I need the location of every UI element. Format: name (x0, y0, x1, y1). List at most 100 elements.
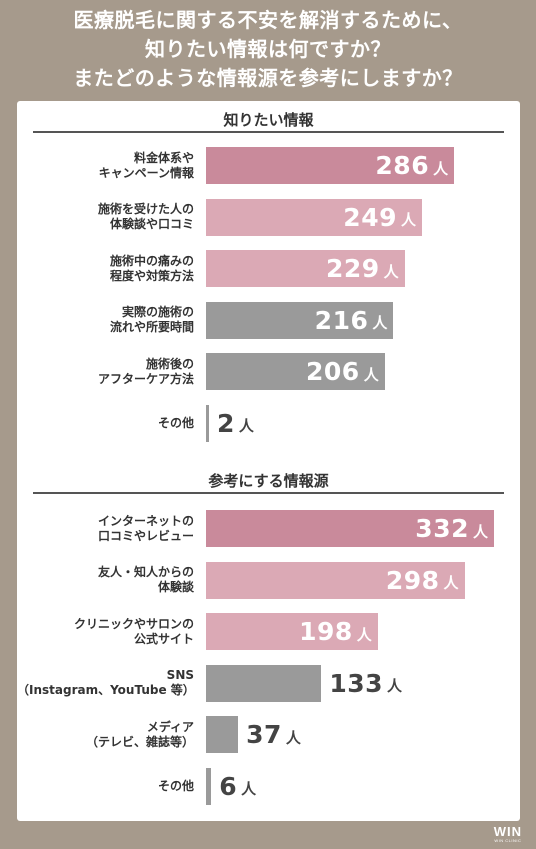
value-unit: 人 (363, 365, 379, 384)
bar (206, 250, 405, 287)
category-label: その他 (17, 768, 194, 805)
brand-logo: WIN WIN CLINIC (494, 825, 522, 843)
chart-card: 知りたい情報 料金体系や キャンペーン情報 286 人施術を受けた人の 体験談や口コミ 24… (17, 101, 520, 821)
bar-row: 施術を受けた人の 体験談や口コミ 249 人 (17, 198, 520, 236)
category-label-line: 施術中の痛みの (109, 253, 194, 268)
bar (206, 664, 322, 702)
bar-row: 料金体系や キャンペーン情報 286 人 (17, 147, 520, 184)
value-number: 206 (306, 357, 360, 386)
value-number: 2 (217, 408, 235, 438)
bar-row: 施術後の アフターケア方法 206 人 (17, 353, 520, 390)
category-label: SNS （Instagram、YouTube 等） (17, 665, 195, 702)
category-label-line: 体験談 (157, 580, 194, 594)
category-label-line: メディア (146, 719, 194, 734)
value-label: 249 人 (343, 199, 416, 236)
value-label: 37 人 (246, 716, 301, 753)
value-number: 286 (375, 151, 430, 180)
bar (206, 198, 422, 236)
category-label: 友人・知人からの 体験談 (17, 562, 194, 599)
bar-row: 施術中の痛みの 程度や対策方法 229 人 (17, 250, 520, 287)
bar (206, 613, 378, 650)
logo-subtext: WIN CLINIC (494, 838, 522, 843)
bar (206, 510, 494, 547)
category-label-line: 流れや所要時間 (109, 320, 194, 334)
bar (206, 353, 385, 390)
category-label-line: アフターケア方法 (97, 371, 194, 386)
category-label-line: キャンペーン情報 (98, 165, 194, 180)
category-label-line: その他 (157, 778, 194, 793)
value-unit: 人 (241, 780, 257, 798)
value-unit: 人 (372, 314, 388, 332)
section-title: 知りたい情報 (223, 111, 314, 129)
header: 医療脱毛に関する不安を解消するために、 知りたい情報は何ですか？ またどのような… (0, 0, 536, 100)
bar-row: メディア （テレビ、雑誌等） 37 人 (17, 716, 520, 753)
category-label-line: 体験談や口コミ (109, 217, 194, 231)
category-label-line: インターネットの (97, 513, 194, 528)
value-number: 133 (329, 668, 384, 698)
section-divider (33, 492, 504, 494)
bar-row: その他 2 人 (17, 404, 520, 442)
section-divider (33, 131, 504, 133)
value-unit: 人 (433, 159, 449, 178)
value-label: 298 人 (386, 562, 459, 599)
value-unit: 人 (356, 625, 372, 644)
value-label: 286 人 (375, 147, 448, 184)
category-label: 施術中の痛みの 程度や対策方法 (17, 250, 194, 287)
value-number: 6 (219, 771, 238, 801)
category-label: 実際の施術の 流れや所要時間 (17, 302, 194, 339)
value-number: 332 (415, 514, 469, 543)
category-label-line: その他 (157, 415, 194, 430)
category-label: その他 (17, 405, 194, 442)
bar-row: 実際の施術の 流れや所要時間 216 人 (17, 301, 520, 339)
value-number: 298 (385, 565, 440, 595)
value-label: 216 人 (315, 302, 388, 339)
category-label: 料金体系や キャンペーン情報 (17, 147, 194, 184)
value-label: 206 人 (306, 353, 379, 390)
category-label: 施術を受けた人の 体験談や口コミ (17, 199, 194, 236)
value-unit: 人 (443, 574, 459, 592)
value-label: 198 人 (299, 613, 372, 650)
value-label: 332 人 (415, 510, 488, 547)
logo-text: WIN (493, 824, 522, 839)
value-unit: 人 (472, 522, 488, 541)
bar-row: 友人・知人からの 体験談 298 人 (17, 561, 520, 599)
value-number: 216 (314, 305, 369, 335)
value-unit: 人 (400, 211, 416, 229)
category-label-line: 口コミやレビュー (97, 528, 194, 543)
value-number: 249 (343, 202, 397, 232)
bar-row: クリニックやサロンの 公式サイト 198 人 (17, 613, 520, 650)
category-label-line: 友人・知人からの (97, 565, 194, 579)
header-line-3: またどのような情報源を参考にしますか？ (73, 66, 463, 90)
header-line-2: 知りたい情報は何ですか？ (145, 37, 391, 61)
header-line-1: 医療脱毛に関する不安を解消するために、 (73, 8, 463, 32)
value-label: 229 人 (326, 250, 399, 287)
bar (206, 147, 455, 184)
category-label-line: クリニックやサロンの (73, 616, 194, 631)
category-label-line: 料金体系や (133, 150, 194, 165)
value-unit: 人 (383, 262, 399, 281)
value-unit: 人 (238, 417, 254, 435)
category-label-line: （Instagram、YouTube 等） (17, 683, 195, 697)
category-label-line: 施術後の (145, 356, 194, 371)
category-label-line: 施術を受けた人の (97, 202, 194, 216)
section-title: 参考にする情報源 (208, 472, 329, 490)
bar-row: その他 6 人 (17, 767, 520, 805)
category-label: インターネットの 口コミやレビュー (17, 510, 194, 547)
category-label: 施術後の アフターケア方法 (17, 353, 194, 390)
category-label-line: 実際の施術の (121, 305, 194, 319)
value-number: 37 (246, 720, 282, 749)
bar-row: SNS （Instagram、YouTube 等） 133 人 (17, 664, 520, 702)
category-label-line: （テレビ、雑誌等） (85, 734, 194, 749)
category-label-line: SNS (166, 668, 194, 682)
bar-row: インターネットの 口コミやレビュー 332 人 (17, 510, 520, 547)
category-label-line: 程度や対策方法 (109, 268, 194, 283)
bar (206, 716, 239, 753)
category-label: クリニックやサロンの 公式サイト (17, 613, 194, 650)
value-number: 229 (325, 254, 380, 283)
bar (206, 767, 212, 805)
value-unit: 人 (285, 728, 301, 747)
bar (206, 301, 394, 339)
category-label: メディア （テレビ、雑誌等） (17, 716, 194, 753)
value-unit: 人 (387, 677, 403, 695)
